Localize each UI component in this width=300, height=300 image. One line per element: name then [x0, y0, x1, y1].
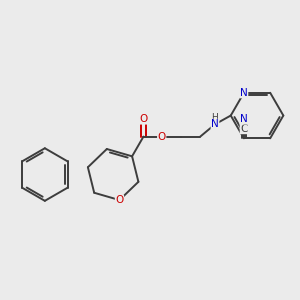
Text: O: O	[115, 195, 124, 205]
Text: N: N	[240, 114, 248, 124]
Text: N: N	[240, 88, 248, 98]
Text: N: N	[211, 119, 219, 129]
Text: C: C	[240, 124, 247, 134]
Text: H: H	[212, 113, 218, 122]
Text: O: O	[158, 132, 166, 142]
Text: O: O	[140, 114, 148, 124]
